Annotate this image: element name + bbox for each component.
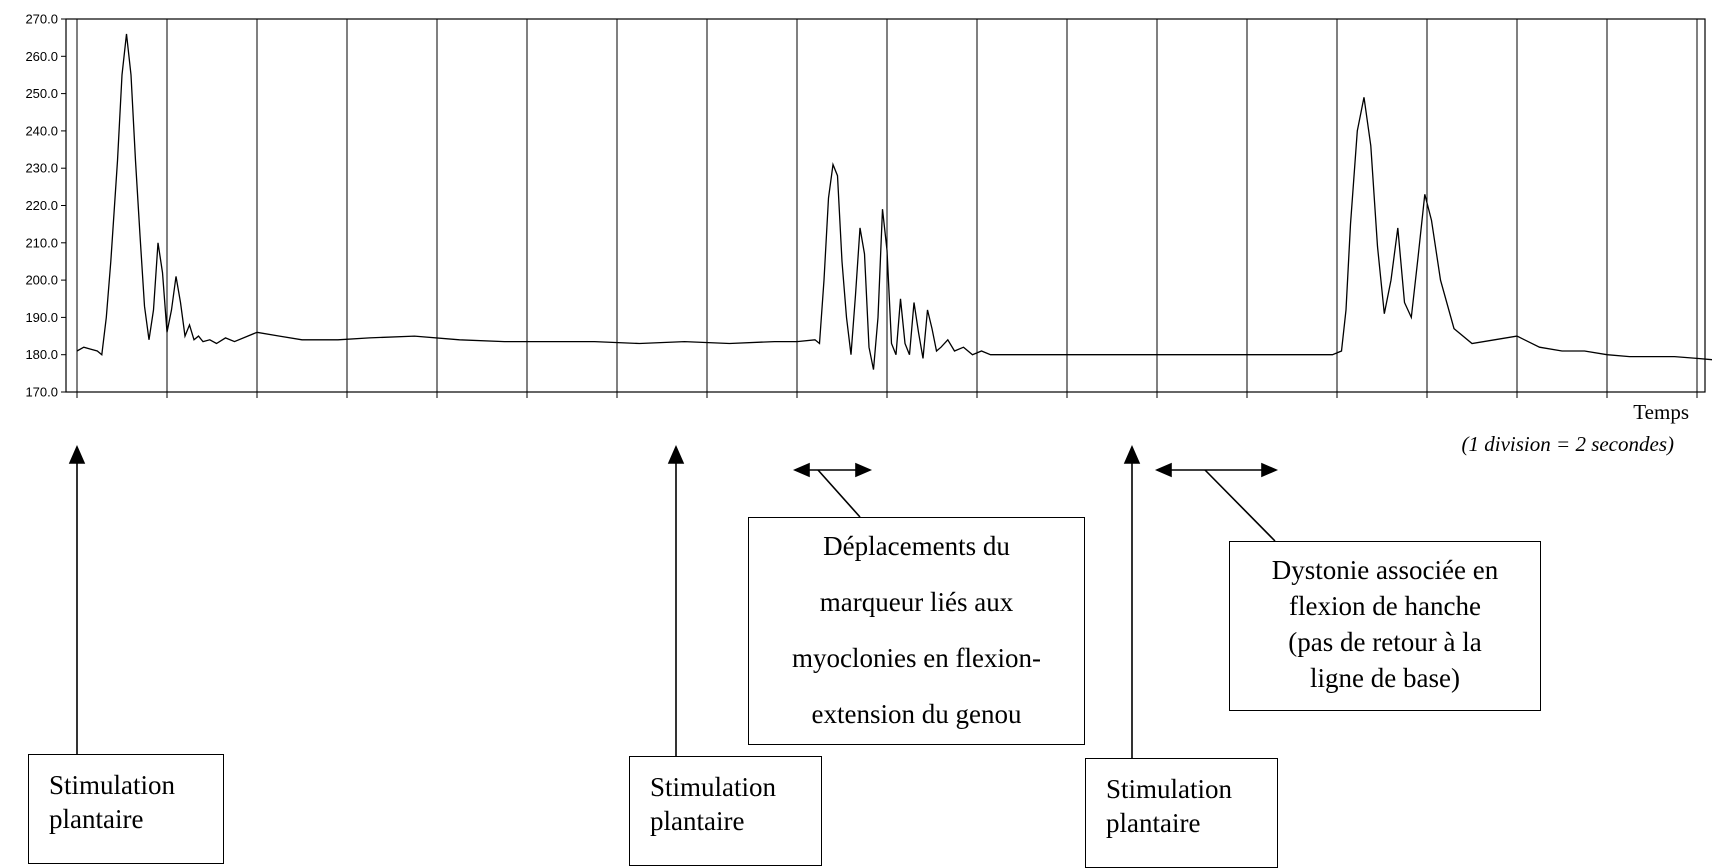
y-axis-ticks: 170.0 180.0 190.0 200.0 210.0 220.0 230.0 240.0… bbox=[25, 12, 66, 400]
stimulation-arrowhead bbox=[667, 445, 685, 464]
y-tick-label: 180.0 bbox=[25, 347, 58, 362]
leader-line bbox=[1204, 469, 1276, 542]
leader-line bbox=[817, 469, 861, 518]
annotation-stimulation-1: Stimulation plantaire bbox=[28, 754, 224, 864]
y-tick-label: 190.0 bbox=[25, 310, 58, 325]
y-tick-label: 250.0 bbox=[25, 86, 58, 101]
chart-canvas: 170.0 180.0 190.0 200.0 210.0 220.0 230.0 240.0… bbox=[25, 12, 1712, 758]
annotation-line: Stimulation bbox=[1106, 774, 1233, 804]
double-arrowhead bbox=[792, 462, 810, 478]
annotation-line: flexion de hanche bbox=[1289, 591, 1481, 621]
y-tick-label: 230.0 bbox=[25, 161, 58, 176]
annotation-line: Déplacements du bbox=[823, 531, 1010, 561]
annotation-pointers bbox=[68, 445, 1279, 758]
stimulation-arrowhead bbox=[1123, 445, 1141, 464]
annotation-stimulation-3: Stimulation plantaire bbox=[1085, 758, 1278, 868]
annotation-line: marqueur liés aux bbox=[819, 587, 1014, 617]
y-tick-label: 210.0 bbox=[25, 235, 58, 250]
annotation-line: Stimulation bbox=[650, 772, 777, 802]
vertical-grid bbox=[76, 19, 1698, 398]
y-tick-label: 200.0 bbox=[25, 273, 58, 288]
annotation-line: (pas de retour à la bbox=[1288, 627, 1482, 657]
annotation-line: Dystonie associée en bbox=[1271, 555, 1499, 585]
x-axis-label: Temps bbox=[1633, 400, 1689, 424]
annotation-line: ligne de base) bbox=[1310, 663, 1460, 693]
annotation-myoclonies: Déplacements du marqueur liés aux myoclo… bbox=[748, 517, 1085, 745]
y-tick-label: 240.0 bbox=[25, 123, 58, 138]
annotation-stimulation-2: Stimulation plantaire bbox=[629, 756, 822, 866]
stimulation-arrowhead bbox=[68, 445, 86, 464]
double-arrowhead bbox=[1261, 462, 1279, 478]
double-arrowhead bbox=[1154, 462, 1172, 478]
double-arrowhead bbox=[855, 462, 873, 478]
annotation-line: extension du genou bbox=[811, 699, 1022, 729]
annotation-dystonie: Dystonie associée en flexion de hanche (… bbox=[1229, 541, 1541, 711]
x-axis-division-note: (1 division = 2 secondes) bbox=[1462, 432, 1674, 456]
y-tick-label: 260.0 bbox=[25, 49, 58, 64]
y-tick-label: 270.0 bbox=[25, 12, 58, 27]
y-tick-label: 220.0 bbox=[25, 198, 58, 213]
series-line bbox=[76, 33, 1712, 370]
annotation-line: plantaire bbox=[1106, 807, 1201, 838]
y-tick-label: 170.0 bbox=[25, 385, 58, 400]
plot-area-frame bbox=[65, 18, 1706, 393]
annotation-line: plantaire bbox=[650, 805, 745, 836]
annotation-line: Stimulation bbox=[49, 770, 176, 800]
annotation-line: plantaire bbox=[49, 803, 144, 834]
annotation-line: myoclonies en flexion- bbox=[792, 643, 1041, 673]
